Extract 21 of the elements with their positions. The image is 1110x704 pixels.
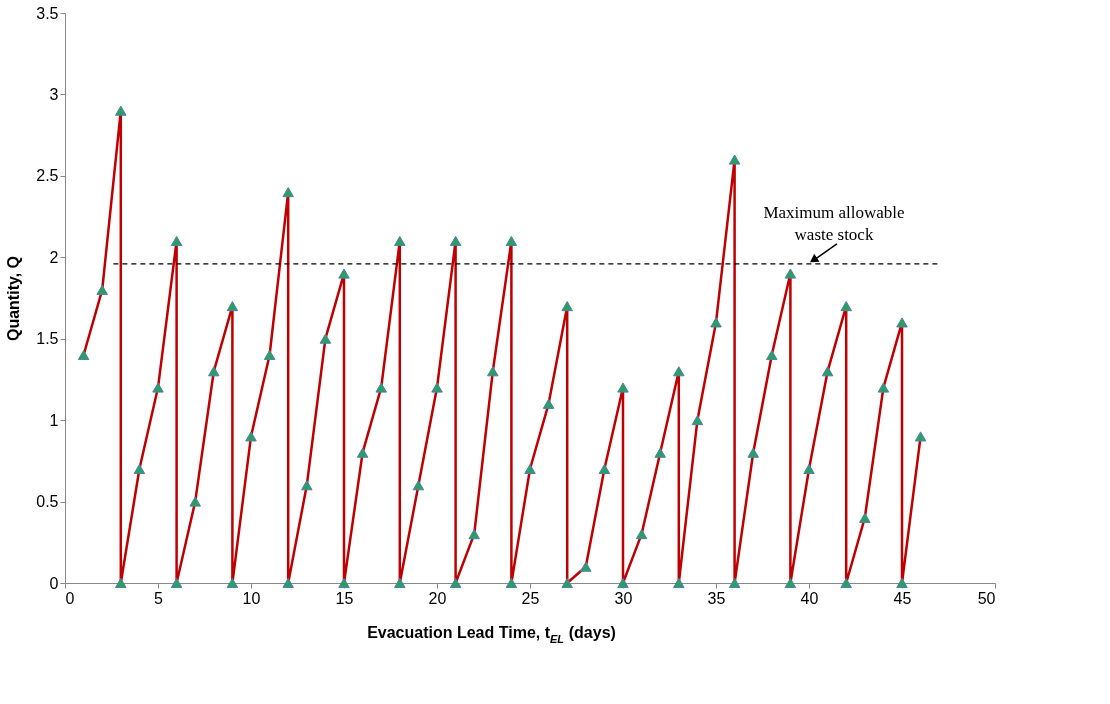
y-tick-label: 1.5	[36, 330, 59, 348]
x-tick-label: 50	[977, 589, 996, 607]
x-tick-label: 20	[428, 589, 447, 607]
x-tick-label: 25	[521, 589, 540, 607]
y-tick-label: 0.5	[36, 493, 59, 511]
y-tick-label: 3	[49, 85, 59, 103]
y-tick-label: 0	[49, 574, 59, 592]
y-tick-label: 2	[49, 248, 59, 266]
y-tick-label: 3.5	[36, 4, 59, 22]
x-tick-label: 30	[614, 589, 633, 607]
y-axis-title: Quantity, Q	[5, 255, 23, 342]
y-tick-label: 1	[49, 411, 59, 429]
x-tick-label: 10	[242, 589, 261, 607]
x-tick-label: 35	[707, 589, 726, 607]
y-tick-label: 2.5	[36, 167, 59, 185]
x-tick-label: 40	[800, 589, 819, 607]
x-tick-label: 15	[335, 589, 354, 607]
x-tick-label: 45	[893, 589, 912, 607]
x-tick-label: 0	[65, 589, 75, 607]
annotation: Maximum allowable waste stock	[763, 202, 905, 244]
x-tick-label: 5	[154, 589, 164, 607]
